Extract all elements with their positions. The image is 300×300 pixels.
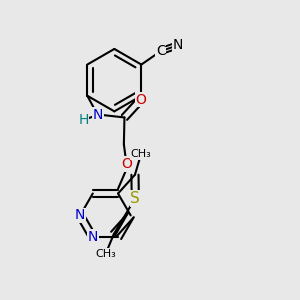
Text: S: S [130, 190, 140, 206]
Text: C: C [156, 44, 166, 58]
Text: N: N [92, 108, 103, 122]
Text: CH₃: CH₃ [95, 249, 116, 259]
Text: N: N [173, 38, 183, 52]
Text: O: O [121, 157, 132, 171]
Text: N: N [75, 208, 85, 222]
Text: CH₃: CH₃ [130, 149, 152, 159]
Text: O: O [135, 93, 146, 106]
Text: N: N [88, 230, 98, 244]
Text: H: H [78, 113, 88, 128]
